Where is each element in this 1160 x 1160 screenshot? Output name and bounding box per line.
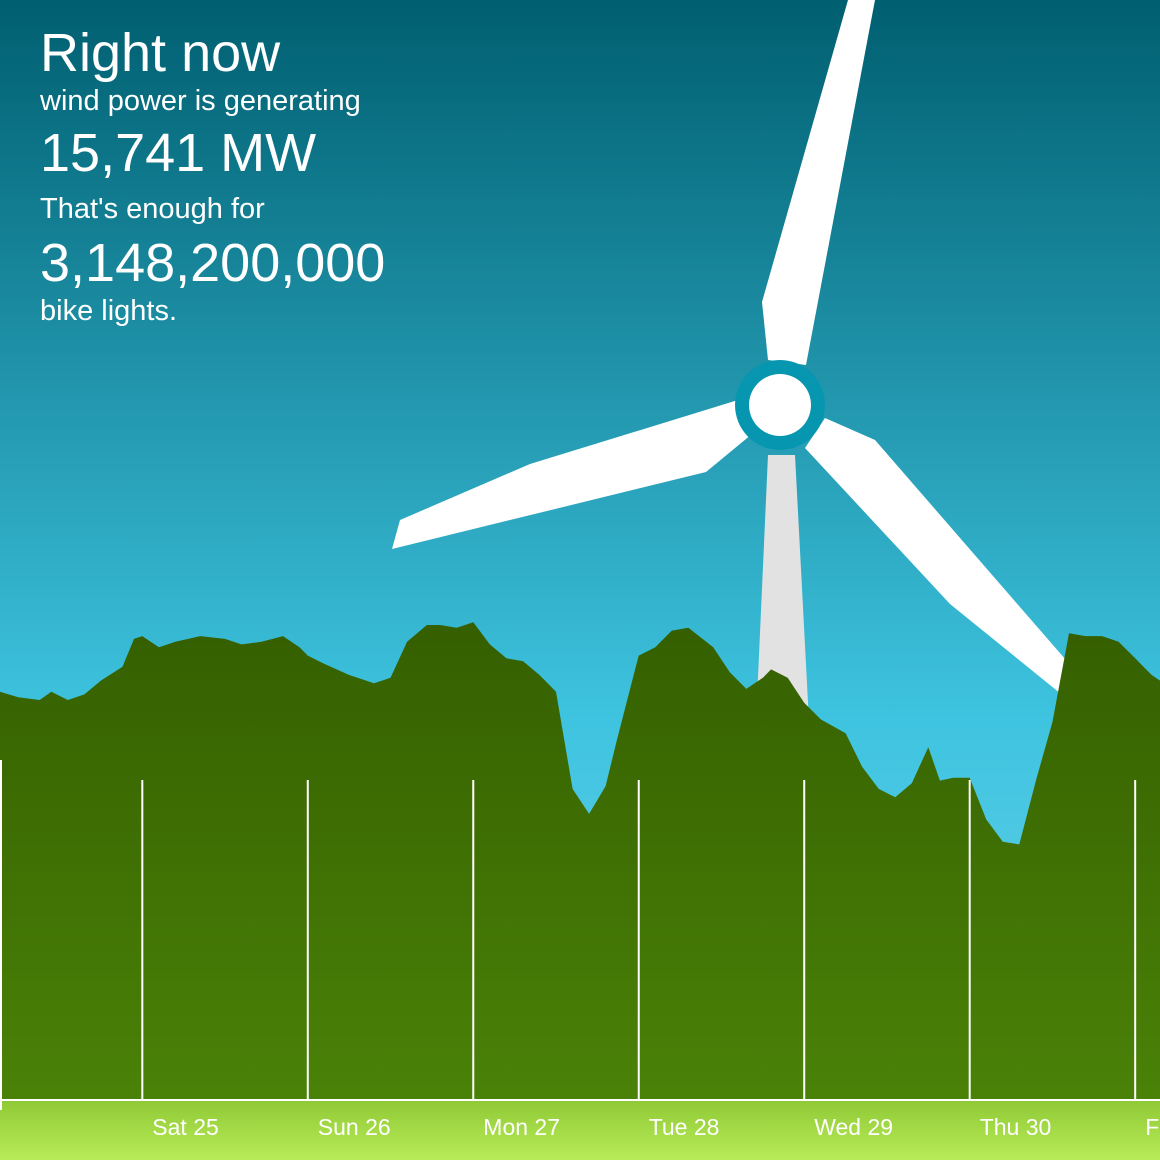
generation-area: [0, 622, 1160, 1100]
equivalent-unit: bike lights.: [40, 295, 178, 327]
current-output-panel: Right now wind power is generating 15,74…: [40, 22, 385, 328]
enough-for-text: That's enough for: [40, 193, 265, 225]
equivalent-count: 3,148,200,000: [40, 233, 386, 293]
turbine-hub: [749, 374, 811, 436]
day-gridlines: [141, 780, 1137, 1150]
headline: Right now: [40, 23, 281, 83]
turbine-blade-left: [392, 400, 752, 549]
day-label: Sat 25: [152, 1114, 219, 1140]
ground-band: [0, 1099, 1160, 1160]
day-label: Tue 28: [649, 1114, 720, 1140]
day-label: Mon 27: [483, 1114, 560, 1140]
wind-generation-chart: Sat 25 Sun 26 Mon 27 Tue 28 Wed 29 Thu 30 Fri …: [0, 622, 1160, 1160]
day-label: Wed 29: [814, 1114, 893, 1140]
day-label: Thu 30: [980, 1114, 1052, 1140]
turbine-blade-up: [762, 0, 875, 365]
generating-text: wind power is generating: [40, 85, 361, 117]
day-labels: Sat 25 Sun 26 Mon 27 Tue 28 Wed 29 Thu 30 Fri …: [152, 1114, 1160, 1140]
day-label: Fri 31: [1145, 1114, 1160, 1140]
power-value: 15,741 MW: [40, 123, 317, 183]
day-label: Sun 26: [318, 1114, 391, 1140]
turbine-blade-right: [805, 418, 1092, 698]
